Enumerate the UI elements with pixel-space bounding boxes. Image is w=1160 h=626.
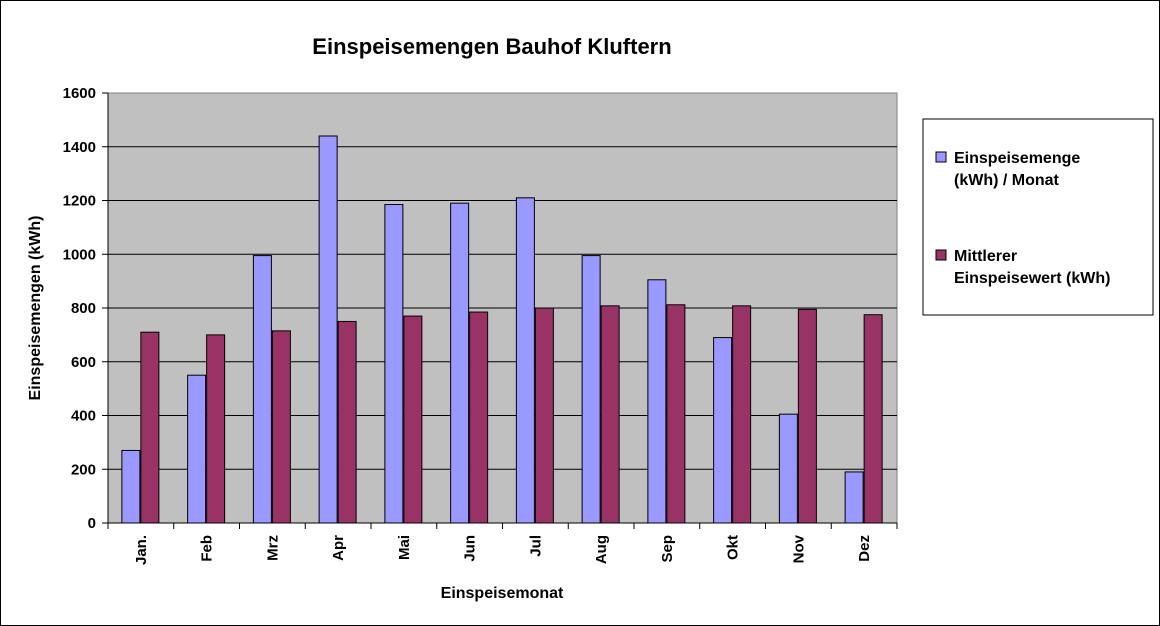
legend-swatch-1 — [935, 151, 947, 163]
bar-series-2 — [600, 305, 620, 524]
y-tick-label: 1000 — [63, 246, 96, 263]
bar-series-2 — [797, 308, 817, 524]
x-tick-label: Feb — [199, 535, 216, 562]
bar-series-1 — [384, 204, 404, 524]
legend: Einspeisemenge (kWh) / Monat Mittlerer Eins… — [922, 118, 1154, 316]
bar-series-2 — [403, 315, 423, 524]
bar-series-2 — [534, 307, 554, 524]
legend-swatch-2 — [935, 249, 947, 261]
x-tick-label: Aug — [593, 535, 610, 564]
x-axis-label: Einspeisemonat — [441, 585, 564, 602]
bar-series-1 — [252, 255, 272, 524]
legend-label-line: (kWh) / Monat — [954, 172, 1060, 189]
bar-series-2 — [206, 334, 226, 524]
x-tick-label: Mai — [396, 535, 413, 560]
chart-title: Einspeisemengen Bauhof Kluftern — [312, 34, 671, 59]
bar-series-2 — [337, 320, 357, 524]
bar-series-2 — [271, 330, 291, 524]
x-tick-label: Dez — [856, 535, 873, 562]
bars — [121, 135, 883, 524]
x-tick-label: Mrz — [264, 535, 281, 561]
legend-box — [922, 118, 1154, 316]
gridlines — [108, 146, 897, 470]
bar-series-2 — [140, 331, 160, 524]
y-tick-label: 1400 — [63, 139, 96, 156]
bar-series-1 — [121, 449, 141, 524]
legend-label-line: Einspeisemenge — [954, 150, 1080, 167]
legend-label-line: Mittlerer — [954, 248, 1017, 265]
x-tick-label: Sep — [659, 535, 676, 563]
x-tick-label: Jan. — [133, 535, 150, 565]
x-tick-label: Jun — [462, 535, 479, 562]
legend-label-line: Einspeisewert (kWh) — [954, 270, 1110, 287]
y-ticks: 0 200 400 600 800 1000 1200 1400 1600 — [63, 85, 108, 532]
x-tick-label: Nov — [790, 534, 807, 563]
y-tick-label: 0 — [88, 515, 96, 532]
bar-series-1 — [450, 202, 470, 524]
y-tick-label: 200 — [71, 461, 96, 478]
bar-series-1 — [647, 279, 667, 524]
x-ticks: Jan. Feb Mrz Apr Mai Jun Jul Aug Sep Okt Nov Dez — [107, 523, 898, 565]
y-tick-label: 800 — [71, 300, 96, 317]
bar-series-1 — [318, 135, 338, 524]
y-tick-label: 1200 — [63, 193, 96, 210]
y-axis-label: Einspeisemengen (kWh) — [27, 216, 44, 401]
bar-series-1 — [844, 471, 864, 524]
bar-series-2 — [666, 304, 686, 524]
legend-label-2: Mittlerer Einspeisewert (kWh) — [954, 248, 1110, 287]
x-tick-label: Apr — [330, 535, 347, 561]
bar-series-2 — [732, 305, 752, 524]
x-tick-label: Jul — [527, 535, 544, 557]
legend-label-1: Einspeisemenge (kWh) / Monat — [954, 150, 1080, 189]
y-tick-label: 600 — [71, 354, 96, 371]
y-tick-label: 1600 — [63, 85, 96, 102]
bar-series-2 — [863, 314, 883, 524]
bar-series-1 — [778, 413, 798, 524]
bar-series-1 — [713, 337, 733, 524]
bar-series-1 — [515, 197, 535, 524]
bar-series-2 — [469, 311, 489, 524]
bar-series-1 — [187, 374, 207, 524]
bar-series-1 — [581, 255, 601, 524]
x-tick-label: Okt — [725, 535, 742, 560]
y-tick-label: 400 — [71, 408, 96, 425]
